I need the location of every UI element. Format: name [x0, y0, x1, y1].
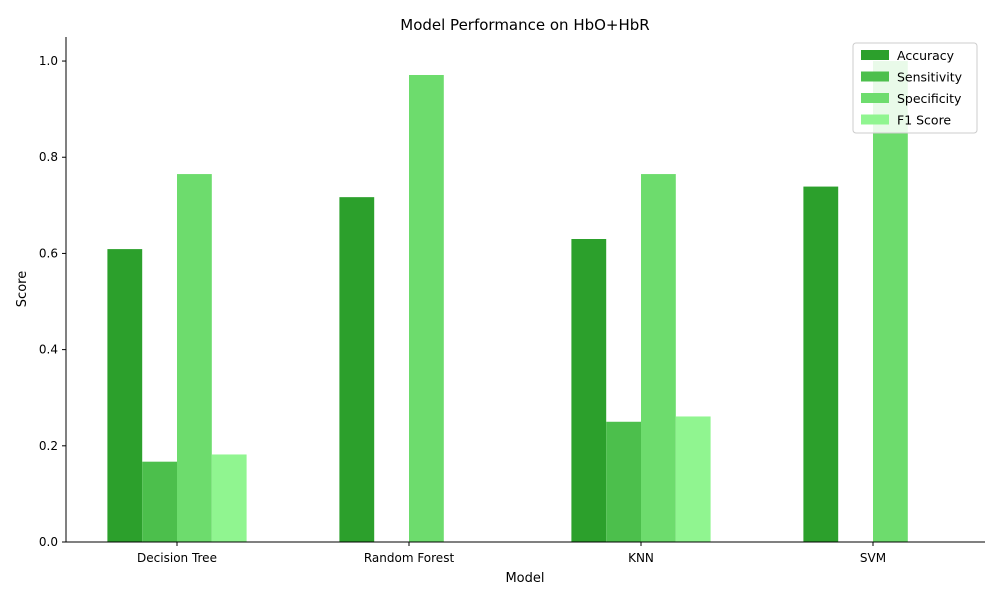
- x-axis-label: Model: [505, 571, 544, 586]
- bar-accuracy-svm: [803, 186, 839, 543]
- legend-swatch: [861, 71, 889, 82]
- legend-label: Accuracy: [897, 48, 955, 63]
- y-axis-label: Score: [15, 271, 30, 307]
- bar-accuracy-knn: [571, 239, 607, 542]
- legend-label: Specificity: [897, 91, 962, 106]
- x-tick-label: KNN: [628, 551, 654, 565]
- y-tick-label: 0.2: [39, 439, 58, 453]
- bar-f1-score-knn: [675, 416, 711, 542]
- bars-group: [107, 61, 908, 543]
- y-tick-label: 0.6: [39, 246, 58, 260]
- legend-swatch: [861, 93, 889, 103]
- axes-group: 0.0 0.2 0.4 0.6 0.8 1.0 Decision Tree Random Fo…: [39, 37, 985, 565]
- x-tick-label: Decision Tree: [137, 551, 217, 565]
- bar-specificity-random-forest: [409, 74, 444, 542]
- bar-sensitivity-decision-tree: [142, 461, 177, 542]
- bar-f1-score-decision-tree: [211, 454, 247, 542]
- legend: Accuracy Sensitivity Specificity F1 Score: [852, 42, 978, 134]
- legend-box: [852, 42, 978, 134]
- bar-accuracy-decision-tree: [107, 249, 143, 542]
- y-tick-label: 0.0: [39, 535, 58, 549]
- y-tick-label: 0.4: [39, 343, 58, 357]
- legend-label: Sensitivity: [897, 70, 963, 85]
- y-tick-label: 1.0: [39, 54, 58, 68]
- legend-swatch: [861, 114, 889, 125]
- bar-accuracy-random-forest: [339, 197, 375, 542]
- x-tick-label: SVM: [860, 551, 886, 565]
- legend-label: F1 Score: [897, 113, 951, 128]
- x-tick-label: Random Forest: [364, 551, 455, 565]
- chart-title: Model Performance on HbO+HbR: [400, 16, 649, 34]
- y-tick-label: 0.8: [39, 150, 58, 164]
- legend-swatch: [861, 50, 889, 60]
- bar-specificity-svm: [873, 61, 908, 543]
- bar-specificity-decision-tree: [177, 174, 212, 543]
- bar-specificity-knn: [641, 174, 676, 543]
- bar-sensitivity-knn: [606, 421, 641, 542]
